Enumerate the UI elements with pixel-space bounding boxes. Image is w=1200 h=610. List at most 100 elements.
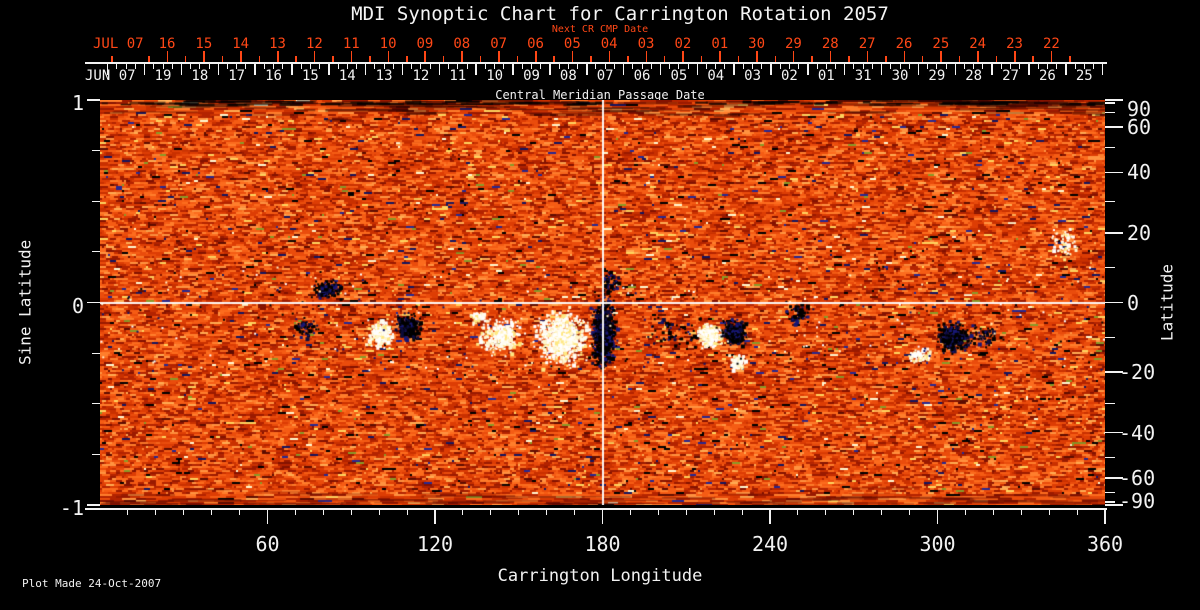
next-cr-day-label: 06	[527, 36, 544, 52]
next-cr-day-label: 16	[158, 36, 176, 52]
cmp-minor-tick	[411, 63, 413, 69]
next-cr-day-label: 07	[490, 36, 508, 52]
cmp-minor-tick	[494, 63, 496, 69]
next-cr-half-tick	[627, 56, 629, 62]
cmp-day-boundary-tick	[143, 63, 146, 75]
next-cr-month-label: JUL 07	[93, 36, 144, 52]
next-cr-half-tick	[258, 56, 261, 62]
next-cr-half-tick	[479, 56, 482, 62]
cmp-minor-tick	[309, 63, 311, 69]
cmp-minor-tick	[208, 63, 210, 69]
next-cr-day-label: 30	[748, 36, 766, 52]
next-cr-half-tick	[295, 56, 297, 62]
next-cr-day-label: 08	[453, 36, 471, 52]
cmp-day-boundary-tick	[843, 63, 846, 75]
longitude-minor-tick	[713, 508, 715, 515]
cmp-day-label: 15	[301, 68, 319, 84]
cmp-day-boundary-tick	[180, 63, 183, 75]
next-cr-half-tick	[332, 56, 334, 62]
chart-title: MDI Synoptic Chart for Carrington Rotati…	[351, 3, 889, 25]
longitude-minor-tick	[518, 508, 520, 515]
next-cr-day-tick	[1014, 51, 1016, 62]
top-axis-line	[85, 62, 1107, 64]
cmp-day-label: 18	[191, 68, 209, 84]
next-cr-day-label: 09	[416, 36, 434, 52]
cmp-minor-tick	[788, 63, 790, 69]
next-cr-day-label: 03	[637, 36, 655, 52]
next-cr-half-tick	[700, 56, 703, 62]
cmp-minor-tick	[540, 63, 542, 69]
next-cr-day-tick	[240, 51, 242, 62]
latitude-minor-tick	[1105, 501, 1115, 503]
cmp-minor-tick	[890, 63, 892, 69]
sine-lat-tick-label: 0	[71, 293, 84, 318]
sine-lat-major-tick	[87, 99, 100, 101]
next-cr-day-tick	[535, 51, 537, 62]
longitude-minor-tick	[294, 508, 296, 515]
next-cr-half-tick	[442, 56, 445, 62]
cmp-minor-tick	[245, 63, 247, 69]
cmp-day-label: 06	[633, 68, 651, 84]
cmp-day-label: 09	[523, 68, 540, 84]
longitude-minor-tick	[378, 508, 380, 515]
cmp-day-label: 27	[1002, 68, 1019, 84]
sine-lat-minor-tick	[92, 453, 100, 455]
cmp-minor-tick	[190, 63, 192, 69]
cmp-minor-tick	[816, 63, 818, 69]
cmp-day-boundary-tick	[1028, 63, 1030, 75]
longitude-major-tick	[769, 508, 771, 524]
cmp-day-label: 01	[817, 68, 835, 84]
latitude-tick-label: 60	[1127, 115, 1152, 140]
longitude-minor-tick	[685, 508, 687, 515]
cmp-minor-tick	[1056, 63, 1058, 69]
cmp-minor-tick	[963, 63, 965, 69]
latitude-major-tick	[1105, 171, 1123, 174]
next-cr-half-tick	[885, 56, 887, 62]
cmp-minor-tick	[982, 63, 984, 69]
cmp-minor-tick	[355, 63, 357, 69]
cmp-day-boundary-tick	[475, 63, 477, 75]
cmp-minor-tick	[1092, 63, 1094, 69]
longitude-major-tick	[1104, 508, 1106, 524]
next-cr-half-tick	[184, 56, 187, 62]
cmp-day-label: 17	[228, 68, 246, 84]
latitude-major-tick	[1105, 99, 1123, 101]
cmp-day-boundary-tick	[217, 63, 220, 75]
latitude-tick-label: 0	[1127, 290, 1140, 315]
longitude-minor-tick	[155, 508, 157, 515]
next-cr-day-tick	[719, 51, 721, 62]
cmp-day-boundary-tick	[328, 63, 330, 75]
next-cr-half-tick	[774, 56, 777, 62]
cmp-minor-tick	[742, 63, 744, 69]
cmp-minor-tick	[927, 63, 929, 69]
next-cr-day-tick	[203, 51, 205, 62]
next-cr-day-tick	[461, 51, 463, 62]
next-cr-day-label: 12	[305, 36, 323, 52]
longitude-minor-tick	[462, 508, 464, 515]
next-cr-day-label: 11	[342, 36, 360, 52]
next-cr-day-tick	[387, 51, 390, 62]
cmp-minor-tick	[466, 63, 468, 69]
longitude-tick-label: 360	[1086, 532, 1124, 556]
latitude-major-tick	[1105, 301, 1123, 304]
cmp-minor-tick	[448, 63, 450, 69]
cmp-minor-tick	[1074, 63, 1076, 69]
cmp-minor-tick	[715, 63, 717, 69]
next-cr-day-label: 23	[1006, 36, 1023, 52]
longitude-minor-tick	[211, 508, 213, 515]
longitude-major-tick	[266, 508, 269, 524]
cmp-day-boundary-tick	[807, 63, 809, 75]
longitude-major-tick	[434, 508, 436, 524]
cmp-minor-tick	[484, 63, 486, 69]
cmp-minor-tick	[153, 63, 155, 69]
next-cr-day-label: 14	[232, 36, 250, 52]
cmp-day-boundary-tick	[1101, 63, 1104, 75]
next-cr-half-tick	[148, 56, 150, 62]
cmp-day-label: 08	[559, 68, 577, 84]
longitude-minor-tick	[490, 508, 492, 515]
next-cr-half-tick	[406, 56, 408, 62]
longitude-tick-label: 300	[919, 532, 956, 556]
cmp-minor-tick	[798, 63, 800, 69]
cmp-day-label: 30	[891, 68, 909, 84]
cmp-minor-tick	[595, 63, 597, 69]
